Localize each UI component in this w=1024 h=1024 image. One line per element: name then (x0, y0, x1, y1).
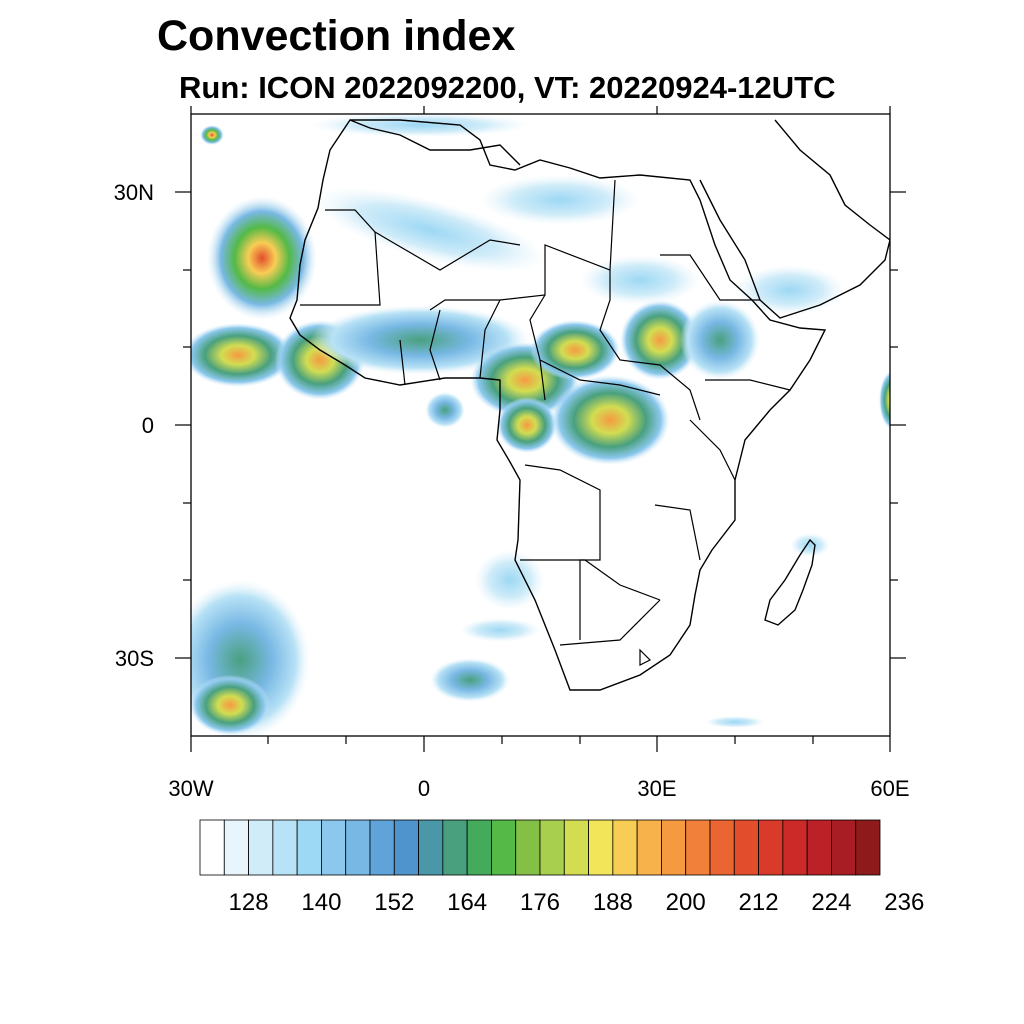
colorbar-swatch (442, 819, 468, 876)
colorbar-swatch (345, 819, 371, 876)
field-north-band (310, 114, 530, 137)
colorbar-swatch (393, 819, 419, 876)
border-segment (529, 294, 546, 401)
colorbar-swatch (248, 819, 274, 876)
field-car (530, 320, 620, 380)
coastlines (289, 119, 890, 691)
field-south-atlantic-cell (430, 658, 510, 702)
madagascar-coastline (764, 538, 816, 626)
border-segment (520, 559, 661, 601)
border-segment (559, 599, 661, 646)
africa-coastline (289, 119, 827, 691)
chart-title: Convection index (157, 12, 516, 60)
lon-label-0: 0 (417, 776, 431, 801)
field-sa-south (460, 618, 540, 642)
colorbar-swatch (588, 819, 614, 876)
colorbar-swatch (369, 819, 395, 876)
field-nw-cell (200, 125, 224, 145)
field-westafrica-band (310, 305, 530, 375)
field-south-sudan (620, 300, 700, 380)
colorbar-swatch (709, 819, 735, 876)
colorbar-swatch (296, 819, 322, 876)
borders (300, 179, 791, 666)
convection-field (191, 114, 890, 736)
colorbar-swatch (539, 819, 565, 876)
border-segment (660, 254, 760, 301)
colorbar-swatch (685, 819, 711, 876)
lat-label-30s: 30S (114, 646, 154, 671)
colorbar-swatch (563, 819, 589, 876)
border-segment (539, 359, 661, 396)
lon-label-60e: 60E (870, 776, 910, 801)
colorbar-swatch (612, 819, 638, 876)
colorbar-swatch (515, 819, 541, 876)
border-segment (689, 419, 736, 481)
field-arabia (735, 265, 845, 315)
field-sahara-band (313, 187, 547, 273)
colorbar-swatch (223, 819, 249, 876)
border-segment (654, 504, 701, 561)
colorbar-swatch (806, 819, 832, 876)
border-segment (399, 339, 406, 386)
colorbar-tick-label: 212 (738, 889, 779, 916)
colorbar-swatch (855, 819, 881, 876)
field-atlantic-storm (207, 196, 317, 320)
field-se-faint (705, 716, 765, 728)
field-gabon (497, 397, 557, 453)
arabia-coastline (699, 119, 890, 319)
field-indian-ocean (879, 370, 890, 430)
lon-label-30e: 30E (637, 776, 677, 801)
colorbar-swatch (782, 819, 808, 876)
border-segment (325, 209, 521, 271)
mediterranean-coast (349, 119, 521, 166)
border-segment (429, 309, 441, 381)
colorbar (199, 819, 881, 876)
field-southwest-core (191, 675, 270, 735)
field-ethiopia (680, 300, 760, 380)
field-drc (550, 375, 670, 465)
colorbar-swatch (466, 819, 492, 876)
field-sudan (580, 255, 700, 305)
colorbar-swatch (636, 819, 662, 876)
border-segment (479, 299, 501, 379)
axis-ticks (175, 106, 906, 752)
colorbar-swatch (661, 819, 687, 876)
border-segment (705, 379, 791, 391)
colorbar-swatch (733, 819, 759, 876)
lon-label-30w: 30W (168, 776, 214, 801)
colorbar-tick-label: 188 (592, 889, 633, 916)
border-segment (639, 648, 652, 666)
colorbar-swatch (272, 819, 298, 876)
colorbar-tick-label: 164 (447, 889, 488, 916)
colorbar-tick-label: 176 (519, 889, 561, 916)
colorbar-tick-label: 200 (665, 889, 706, 916)
border-segment (300, 231, 381, 306)
border-segment (599, 270, 701, 421)
colorbar-swatch (758, 819, 784, 876)
colorbar-swatch (418, 819, 444, 876)
field-madagascar-faint (790, 533, 830, 557)
chart-subtitle: Run: ICON 2022092200, VT: 20220924-12UTC (179, 70, 836, 105)
colorbar-tick-label: 140 (301, 889, 342, 916)
colorbar-tick-label: 152 (374, 889, 415, 916)
border-segment (524, 464, 601, 640)
field-med-band (480, 175, 640, 225)
colorbar-tick-label: 236 (884, 889, 925, 916)
colorbar-swatch (199, 819, 225, 876)
colorbar-tick-label: 128 (228, 889, 269, 916)
lat-label-30n: 30N (113, 180, 154, 205)
colorbar-swatch (831, 819, 857, 876)
lat-label-0: 0 (141, 413, 154, 438)
field-gulf-guinea (425, 392, 465, 428)
colorbar-swatch (491, 819, 517, 876)
field-angola-coast (475, 550, 545, 610)
colorbar-swatch (321, 819, 347, 876)
field-storm-tail (191, 323, 293, 387)
colorbar-tick-label: 224 (811, 889, 852, 916)
